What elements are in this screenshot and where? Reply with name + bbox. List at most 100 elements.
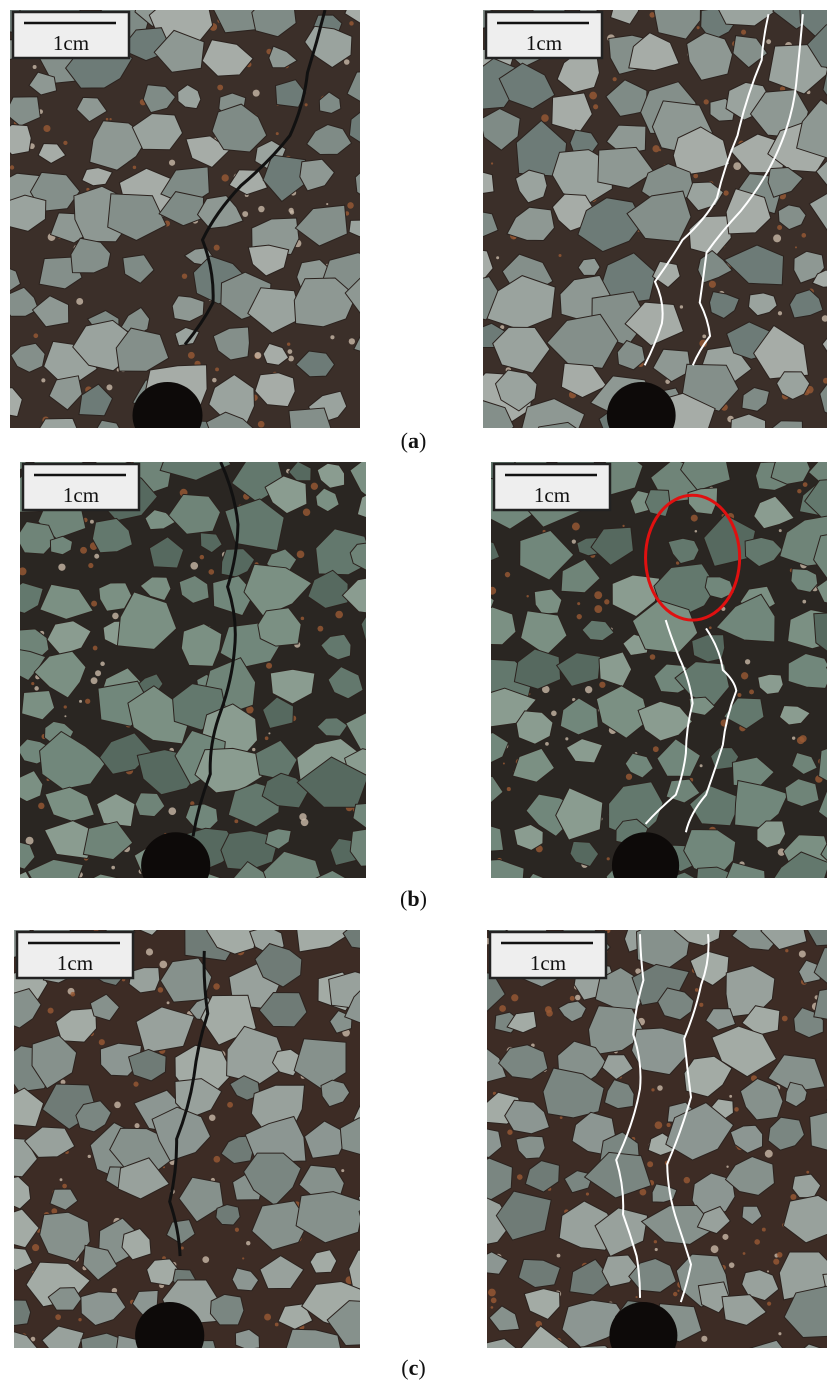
binder-speck — [158, 987, 163, 992]
binder-speck — [726, 1166, 728, 1168]
scale-label: 1cm — [526, 31, 562, 55]
binder-speck — [505, 572, 510, 577]
aggregate — [359, 1197, 412, 1239]
binder-speck — [517, 1174, 523, 1180]
binder-speck — [734, 1107, 739, 1112]
binder-speck — [585, 686, 592, 693]
binder-speck — [557, 1254, 561, 1258]
aggregate — [81, 874, 122, 909]
caption-part: a — [408, 428, 419, 453]
binder-speck — [214, 245, 220, 251]
aggregate — [139, 876, 184, 910]
binder-speck — [79, 700, 82, 703]
binder-speck — [38, 803, 44, 809]
binder-speck — [691, 515, 698, 522]
binder-speck — [488, 1289, 496, 1297]
binder-speck — [222, 174, 229, 181]
binder-speck — [749, 690, 754, 695]
void — [609, 1302, 677, 1369]
binder-speck — [99, 1039, 105, 1045]
aggregate — [367, 879, 402, 907]
binder-speck — [301, 617, 305, 621]
aggregate — [518, 873, 571, 920]
binder-speck — [114, 1102, 121, 1109]
binder-speck — [265, 736, 269, 740]
binder-speck — [594, 591, 602, 599]
binder-speck — [330, 335, 334, 339]
binder-speck — [227, 1102, 233, 1108]
scale-label: 1cm — [57, 951, 93, 975]
binder-speck — [709, 281, 716, 288]
panel-caption: (a) — [401, 428, 427, 453]
aggregate — [354, 321, 398, 356]
binder-speck — [762, 1228, 766, 1232]
binder-speck — [90, 520, 94, 524]
aggregate — [527, 422, 590, 468]
binder-speck — [242, 1257, 244, 1259]
aggregate — [210, 1294, 244, 1325]
void — [612, 832, 679, 899]
binder-speck — [217, 85, 223, 91]
binder-speck — [560, 1116, 563, 1119]
binder-speck — [651, 1088, 654, 1091]
binder-speck — [743, 1252, 746, 1255]
binder-speck — [78, 1318, 81, 1321]
binder-speck — [326, 203, 328, 205]
page: 1cm1cm(a)1cm1cm(b)1cm1cm(c) (() => { con… — [0, 0, 827, 1383]
aggregate — [363, 391, 400, 422]
binder-speck — [777, 1252, 783, 1258]
binder-speck — [792, 736, 795, 739]
photo — [0, 0, 416, 468]
binder-speck — [290, 210, 294, 214]
binder-speck — [745, 659, 750, 664]
binder-speck — [604, 599, 609, 604]
binder-speck — [785, 949, 788, 952]
binder-speck — [88, 563, 93, 568]
binder-speck — [795, 246, 797, 248]
aggregate — [771, 449, 810, 484]
binder-speck — [737, 693, 741, 697]
binder-speck — [700, 764, 703, 767]
binder-speck — [526, 595, 528, 597]
binder-speck — [91, 677, 98, 684]
aggregate — [355, 165, 399, 204]
binder-speck — [344, 59, 350, 65]
binder-speck — [589, 92, 597, 100]
binder-speck — [593, 104, 598, 109]
binder-speck — [317, 626, 323, 632]
binder-speck — [702, 335, 706, 339]
binder-speck — [797, 489, 801, 493]
binder-speck — [111, 866, 115, 870]
binder-speck — [622, 525, 624, 527]
binder-speck — [701, 1336, 707, 1342]
aggregate — [6, 432, 41, 455]
binder-speck — [62, 1184, 67, 1189]
binder-speck — [133, 166, 136, 169]
binder-speck — [234, 819, 238, 823]
caption-part: ( — [401, 1355, 408, 1380]
binder-speck — [767, 1302, 771, 1306]
binder-speck — [91, 601, 97, 607]
aggregate — [731, 414, 766, 447]
binder-speck — [167, 1001, 170, 1004]
binder-speck — [64, 705, 67, 708]
aggregate — [363, 50, 393, 77]
binder-speck — [100, 662, 105, 667]
binder-speck — [653, 746, 659, 752]
panel-caption: (b) — [400, 886, 427, 911]
binder-speck — [586, 1192, 589, 1195]
binder-speck — [767, 1270, 769, 1272]
binder-speck — [112, 613, 119, 620]
binder-speck — [723, 190, 728, 195]
binder-speck — [711, 1245, 719, 1253]
binder-speck — [200, 555, 204, 559]
binder-speck — [503, 762, 505, 764]
binder-speck — [545, 742, 549, 746]
binder-speck — [33, 333, 38, 338]
binder-speck — [168, 807, 176, 815]
binder-speck — [570, 996, 575, 1001]
aggregate — [790, 1344, 827, 1383]
binder-speck — [577, 614, 582, 619]
binder-speck — [109, 118, 111, 120]
binder-speck — [782, 1016, 788, 1022]
